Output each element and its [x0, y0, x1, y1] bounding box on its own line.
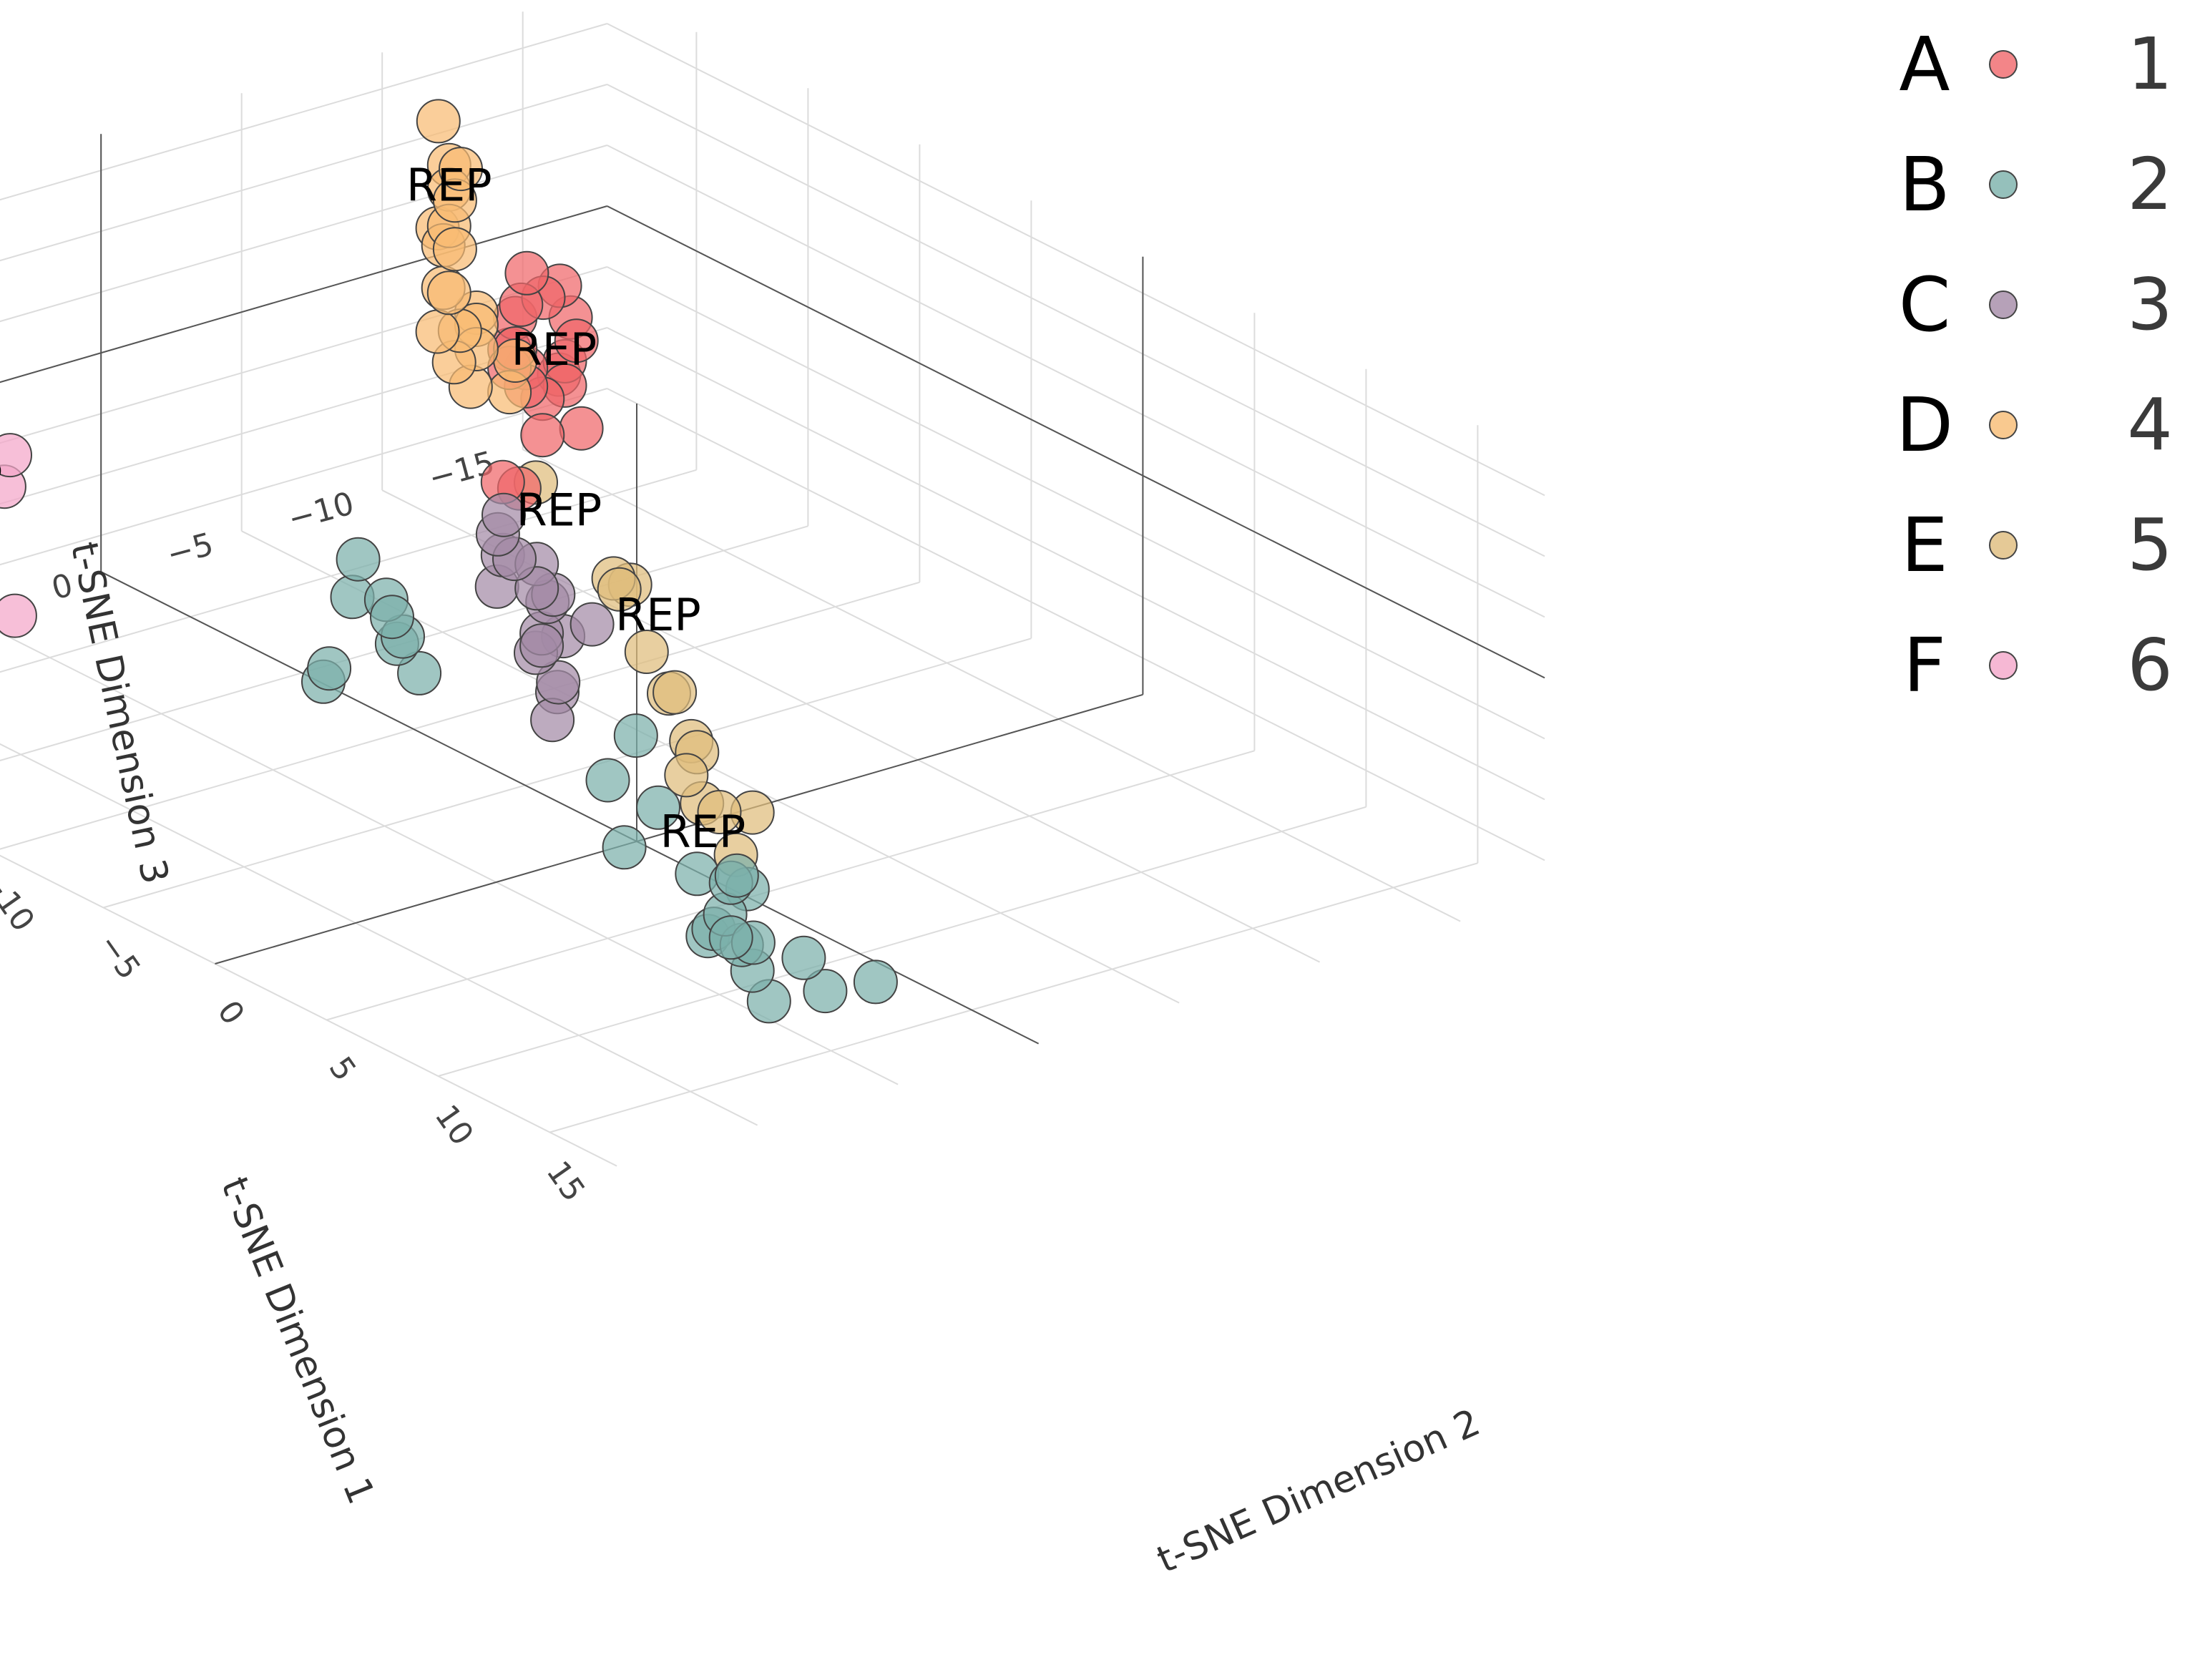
legend-marker — [1989, 170, 2018, 199]
y-zero-line — [607, 205, 1545, 679]
data-point-series-4 — [415, 309, 460, 354]
rep-label-series-5: REP — [615, 589, 701, 641]
data-point-series-6 — [0, 433, 32, 478]
grid-line — [438, 806, 1367, 1077]
y-tick-label: 15 — [539, 1155, 592, 1208]
data-point-series-3 — [530, 698, 575, 743]
data-point-series-2 — [602, 825, 647, 870]
data-point-series-2 — [636, 785, 680, 830]
rep-label-series-4: REP — [406, 159, 492, 211]
legend-marker — [1989, 290, 2018, 319]
data-point-series-2 — [781, 935, 826, 980]
data-point-series-2 — [370, 595, 414, 640]
data-point-series-4 — [439, 147, 483, 192]
data-point-series-3 — [569, 602, 615, 647]
y-tick-label: 5 — [322, 1050, 363, 1088]
legend-letter: F — [1903, 622, 1946, 709]
x-tick-label: −5 — [163, 526, 217, 573]
legend-marker — [1989, 531, 2018, 560]
grid-line — [0, 388, 607, 566]
data-point-series-4 — [416, 99, 461, 144]
grid-line — [607, 23, 1545, 497]
x-axis-title: t-SNE Dimension 1 — [212, 1171, 383, 1510]
data-point-series-2 — [803, 969, 848, 1014]
data-point-series-1 — [554, 318, 599, 363]
data-point-series-5 — [664, 753, 709, 798]
data-point-series-3 — [519, 623, 564, 668]
rep-annotations: REPREPREPREPREPREP — [0, 159, 745, 858]
data-point-series-3 — [481, 492, 526, 537]
axis-titles: t-SNE Dimension 1 t-SNE Dimension 2 t-SN… — [62, 538, 1487, 1581]
grid-line — [103, 638, 1032, 909]
data-point-series-2 — [708, 915, 753, 960]
grid-line — [0, 469, 697, 673]
y-tick-label: 0 — [210, 994, 252, 1031]
axis-lines — [0, 134, 1545, 1045]
grid-line — [607, 388, 1545, 861]
y-axis-title: t-SNE Dimension 2 — [1151, 1401, 1487, 1582]
rep-label-series-3: REP — [517, 484, 602, 537]
grid-line — [0, 23, 607, 201]
data-point-series-1 — [559, 406, 604, 451]
data-point-series-5 — [624, 630, 669, 674]
grid-line — [549, 862, 1478, 1133]
legend-number: 5 — [2127, 503, 2173, 587]
data-point-series-5 — [597, 567, 642, 612]
grid-line — [0, 854, 617, 1167]
legend-letter: C — [1899, 261, 1951, 348]
data-points — [0, 99, 898, 1024]
legend-marker — [1989, 411, 2018, 439]
y-tick-label: 10 — [428, 1098, 481, 1152]
data-point-series-2 — [714, 853, 759, 898]
legend-letter: B — [1899, 141, 1950, 228]
grid-line — [607, 327, 1545, 801]
data-point-series-5 — [652, 670, 698, 715]
legend-marker — [1989, 651, 2018, 680]
grid-line — [326, 750, 1255, 1021]
y-tick-label: −5 — [91, 927, 147, 986]
data-point-series-1 — [520, 413, 565, 458]
data-point-series-4 — [426, 270, 471, 316]
legend: A 1 B 2 C 3 D 4 E 5 F 6 — [1896, 21, 2173, 709]
data-point-series-2 — [336, 537, 381, 582]
grid-line — [0, 581, 920, 850]
legend-number: 2 — [2127, 142, 2173, 226]
data-point-series-4 — [432, 227, 477, 272]
legend-number: 4 — [2127, 383, 2173, 467]
legend-marker — [1989, 50, 2018, 79]
legend-number: 3 — [2127, 263, 2173, 346]
grid-line — [607, 266, 1545, 740]
data-point-series-6 — [0, 593, 37, 638]
x-tick-label: −10 — [284, 485, 358, 537]
data-point-series-2 — [613, 713, 658, 758]
legend-letter: D — [1896, 381, 1953, 469]
data-point-series-2 — [585, 758, 630, 803]
y-zero-floor — [215, 693, 1143, 964]
grid-line — [0, 631, 899, 1085]
data-point-series-2 — [307, 646, 352, 691]
grid-line — [522, 449, 1461, 922]
rep-label-series-6: REP — [0, 452, 2, 504]
grid-line — [607, 145, 1545, 618]
legend-number: 6 — [2127, 623, 2173, 707]
data-point-series-1 — [504, 250, 549, 296]
data-point-series-2 — [853, 959, 898, 1005]
grid-line — [0, 743, 758, 1126]
legend-letter: E — [1901, 502, 1948, 589]
rep-label-series-2: REP — [660, 806, 746, 858]
data-point-series-5 — [697, 790, 742, 834]
rep-label-series-1: REP — [512, 323, 597, 376]
grid-line — [607, 84, 1545, 557]
legend-number: 1 — [2127, 22, 2173, 106]
legend-letter: A — [1899, 21, 1950, 108]
